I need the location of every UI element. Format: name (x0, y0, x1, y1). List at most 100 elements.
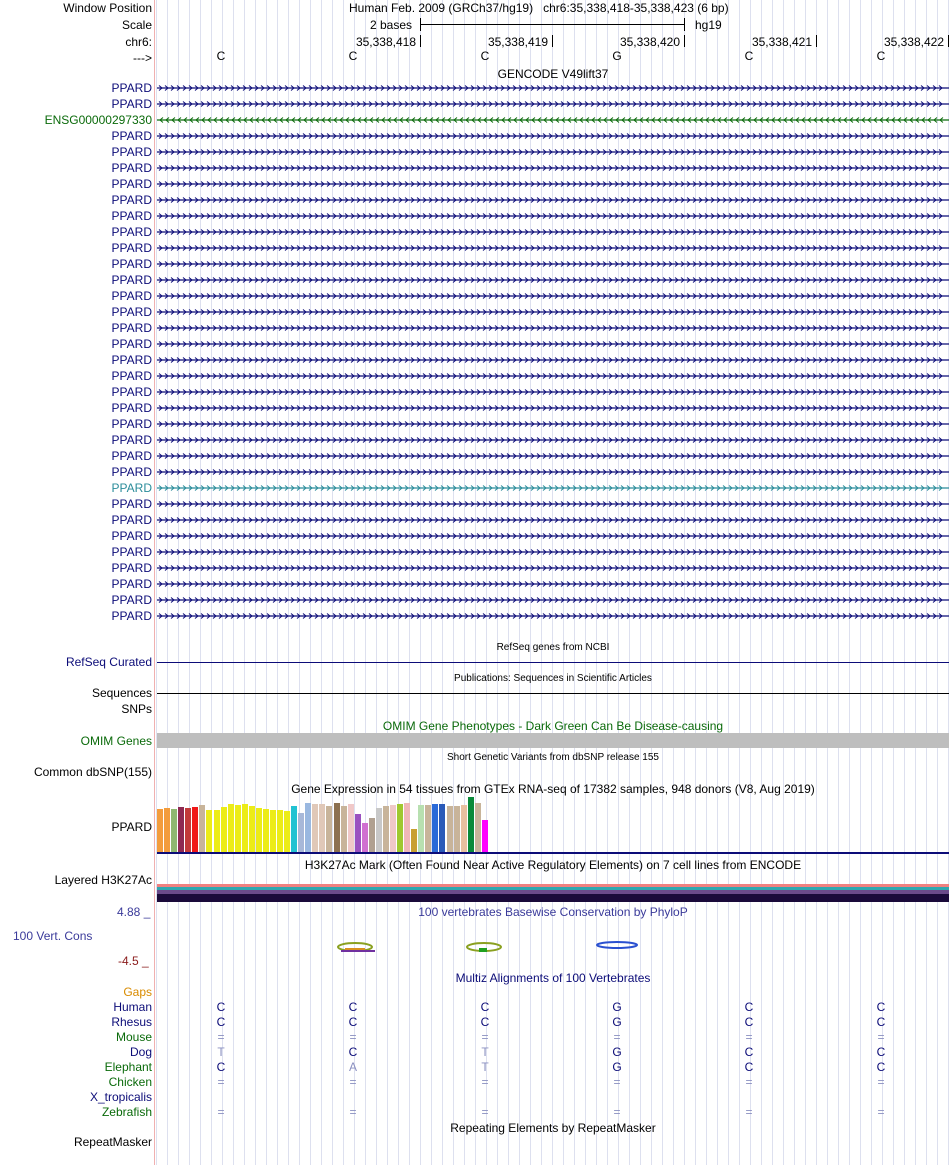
multiz-base[interactable]: C (348, 1015, 358, 1029)
gencode-transcript-label[interactable]: PPARD (111, 369, 152, 383)
gencode-transcript-track[interactable] (157, 309, 949, 315)
gtex-tissue-bar[interactable] (382, 806, 389, 852)
gencode-transcript-label[interactable]: PPARD (111, 529, 152, 543)
gtex-tissue-bar[interactable] (277, 810, 283, 852)
multiz-species-label[interactable]: Human (113, 1000, 152, 1014)
gencode-transcript-label[interactable]: PPARD (111, 81, 152, 95)
multiz-species-label[interactable]: Elephant (104, 1060, 152, 1074)
gencode-transcript-track[interactable] (157, 101, 949, 107)
gencode-transcript-track[interactable] (157, 341, 949, 347)
gencode-transcript-label[interactable]: PPARD (111, 225, 152, 239)
gencode-transcript-label[interactable]: PPARD (111, 177, 152, 191)
multiz-base[interactable]: T (481, 1045, 489, 1059)
gencode-transcript-track[interactable] (157, 133, 949, 139)
gencode-transcript-track[interactable] (157, 533, 949, 539)
multiz-base[interactable]: = (877, 1105, 885, 1119)
h3k27ac-label[interactable]: Layered H3K27Ac (54, 873, 152, 887)
multiz-base[interactable]: C (216, 1060, 226, 1074)
gtex-tissue-bar[interactable] (164, 808, 171, 852)
multiz-base[interactable]: C (348, 1000, 358, 1014)
phylop-label[interactable]: 100 Vert. Cons (13, 929, 93, 943)
multiz-base[interactable]: = (217, 1030, 225, 1044)
gtex-tissue-bar[interactable] (368, 818, 375, 852)
multiz-species-label[interactable]: Zebrafish (101, 1105, 152, 1119)
gencode-transcript-label[interactable]: PPARD (111, 193, 152, 207)
pubs-label[interactable]: Sequences (91, 686, 152, 700)
gtex-tissue-bar[interactable] (241, 804, 248, 852)
multiz-species-label[interactable]: Dog (129, 1045, 152, 1059)
multiz-base[interactable]: T (481, 1060, 489, 1074)
gtex-tissue-bar[interactable] (199, 805, 206, 852)
multiz-base[interactable]: = (481, 1075, 489, 1089)
snps-label[interactable]: SNPs (121, 702, 152, 716)
gtex-tissue-bar[interactable] (192, 807, 199, 852)
gencode-transcript-label[interactable]: PPARD (111, 481, 152, 495)
gencode-transcript-label[interactable]: PPARD (111, 129, 152, 143)
gencode-transcript-track[interactable] (157, 293, 949, 299)
gencode-transcript-label[interactable]: PPARD (111, 273, 152, 287)
gtex-tissue-bar[interactable] (474, 803, 481, 852)
gencode-transcript-label[interactable]: PPARD (111, 337, 152, 351)
gtex-tissue-bar[interactable] (333, 803, 340, 852)
gtex-tissue-bar[interactable] (354, 814, 361, 852)
multiz-base[interactable]: C (876, 1060, 886, 1074)
multiz-base[interactable]: = (877, 1075, 885, 1089)
gtex-tissue-bar[interactable] (446, 806, 453, 852)
gtex-tissue-bar[interactable] (157, 809, 163, 852)
gencode-transcript-label[interactable]: PPARD (111, 433, 152, 447)
gtex-tissue-bar[interactable] (305, 803, 312, 852)
gtex-label[interactable]: PPARD (111, 820, 152, 834)
gencode-transcript-label[interactable]: PPARD (111, 161, 152, 175)
gtex-tissue-bar[interactable] (453, 806, 460, 852)
multiz-base[interactable]: = (877, 1030, 885, 1044)
multiz-base[interactable]: G (612, 1060, 622, 1074)
gtex-tissue-bar[interactable] (460, 805, 467, 852)
gtex-tissue-bar[interactable] (270, 810, 276, 852)
gencode-transcript-label[interactable]: PPARD (111, 209, 152, 223)
gtex-tissue-bar[interactable] (425, 805, 432, 852)
multiz-base[interactable]: = (613, 1030, 621, 1044)
gencode-transcript-track[interactable] (157, 549, 949, 555)
gencode-transcript-label[interactable]: PPARD (111, 97, 152, 111)
gencode-transcript-label[interactable]: PPARD (111, 577, 152, 591)
gencode-transcript-track[interactable] (157, 325, 949, 331)
refseq-gene-line[interactable] (157, 662, 949, 663)
gtex-tissue-bar[interactable] (326, 806, 333, 852)
multiz-base[interactable]: = (349, 1105, 357, 1119)
gencode-transcript-track[interactable] (157, 453, 949, 459)
gencode-transcript-label[interactable]: PPARD (111, 513, 152, 527)
gtex-tissue-bar[interactable] (227, 804, 234, 852)
gencode-transcript-track[interactable] (157, 149, 949, 155)
gencode-transcript-track[interactable] (157, 373, 949, 379)
gencode-transcript-track[interactable] (157, 85, 949, 91)
multiz-gaps-label[interactable]: Gaps (123, 985, 152, 999)
gencode-transcript-label[interactable]: PPARD (111, 561, 152, 575)
gencode-transcript-label[interactable]: PPARD (111, 321, 152, 335)
multiz-base[interactable]: C (216, 1000, 226, 1014)
multiz-species-label[interactable]: Mouse (115, 1030, 152, 1044)
dbsnp-label[interactable]: Common dbSNP(155) (33, 765, 152, 779)
gtex-tissue-bar[interactable] (248, 806, 255, 852)
gencode-transcript-label[interactable]: PPARD (111, 449, 152, 463)
h3k27ac-layer-2[interactable] (157, 887, 949, 890)
gencode-transcript-label[interactable]: PPARD (111, 545, 152, 559)
multiz-base[interactable]: = (613, 1075, 621, 1089)
gtex-tissue-bar[interactable] (312, 804, 319, 852)
multiz-base[interactable]: C (744, 1000, 754, 1014)
gtex-tissue-bar[interactable] (206, 810, 213, 852)
gtex-tissue-bar[interactable] (432, 804, 439, 852)
multiz-base[interactable]: = (481, 1105, 489, 1119)
phylop-logo-c1[interactable] (335, 940, 379, 959)
gtex-tissue-bar[interactable] (220, 807, 227, 852)
gencode-transcript-track[interactable] (157, 469, 949, 475)
gtex-tissue-bar[interactable] (255, 808, 262, 852)
multiz-base[interactable]: G (612, 1045, 622, 1059)
multiz-base[interactable]: C (744, 1045, 754, 1059)
gtex-tissue-bar[interactable] (467, 797, 474, 852)
gtex-bar-chart[interactable] (157, 796, 949, 852)
omim-label[interactable]: OMIM Genes (80, 734, 152, 748)
gencode-transcript-track[interactable] (157, 437, 949, 443)
gtex-tissue-bar[interactable] (439, 804, 446, 852)
multiz-base[interactable]: = (349, 1030, 357, 1044)
